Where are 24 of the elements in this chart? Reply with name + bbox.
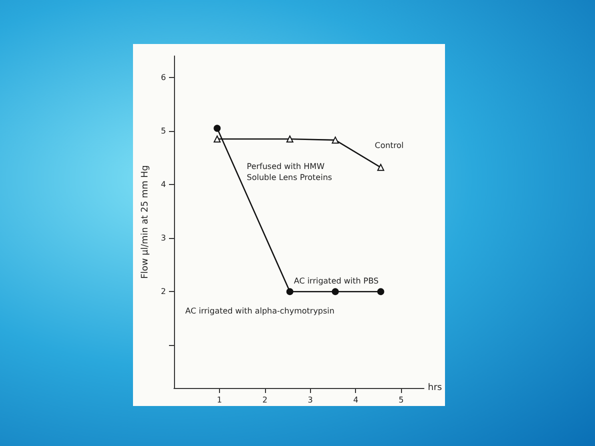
point (332, 136, 339, 144)
point (214, 124, 221, 132)
annotation: AC irrigated with PBS (294, 276, 379, 286)
point (214, 136, 221, 142)
y-axis-title: Flow µl/min at 25 mm Hg (140, 165, 150, 279)
series-label: Control (374, 140, 404, 150)
point (377, 288, 384, 296)
point (286, 136, 294, 142)
y-tick-label: 5 (160, 126, 166, 136)
x-tick-label: 1 (216, 396, 222, 404)
x-axis-title: hrs (428, 383, 442, 393)
x-tick-label: 3 (308, 396, 313, 404)
y-tick-label: 3 (160, 234, 166, 243)
annotation: AC irrigated with alpha-chymotrypsin (185, 306, 334, 316)
x-tick-label: 4 (353, 396, 358, 404)
point (377, 164, 384, 171)
x-tick-label: 5 (398, 396, 404, 404)
annotation: Perfused with HMW Soluble Lens Proteins (246, 162, 332, 182)
point (332, 288, 339, 296)
y-tick-label: 4 (160, 180, 166, 190)
y-tick-label: 2 (160, 287, 166, 296)
point (286, 288, 294, 296)
x-tick-label: 2 (262, 396, 268, 404)
y-tick-label: 6 (160, 72, 166, 82)
